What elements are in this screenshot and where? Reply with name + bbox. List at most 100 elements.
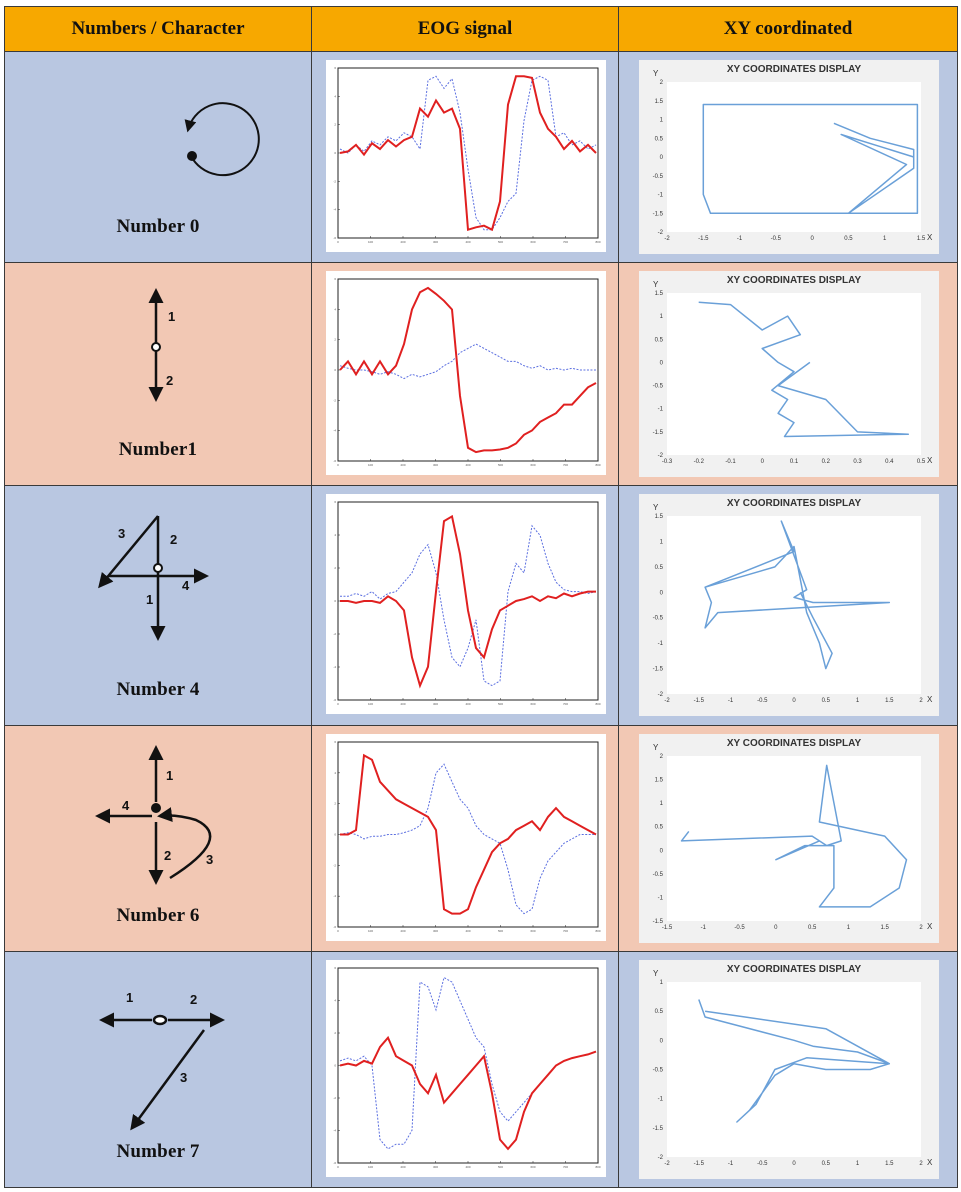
number-label: Number 0: [116, 216, 200, 238]
eog-x-tick: 800: [595, 702, 600, 706]
xy-x-tick: 1: [856, 698, 860, 704]
eog-y-tick: 6: [334, 66, 336, 70]
eog-chart: 0 100 200 300 400 500 600 700 800 6 4 2 0 -2 -4 -6: [333, 66, 601, 244]
xy-y-tick: -2: [658, 1155, 664, 1161]
eog-x-tick: 400: [465, 240, 470, 244]
row-number-0: Number 0 0 100 200 300 400 500 600 700 800 6 4 2 0 -2…: [4, 51, 958, 264]
stroke-number: 3: [206, 852, 213, 867]
stroke-number: 4: [122, 798, 130, 813]
xy-x-tick: -1.5: [662, 925, 673, 931]
xy-y-tick: 0: [660, 591, 664, 597]
xy-x-tick: -1: [728, 698, 734, 704]
eog-y-tick: -6: [333, 1161, 336, 1165]
eog-y-tick: -2: [333, 632, 336, 636]
xy-x-tick: -2: [664, 698, 670, 704]
xy-cell-1: XY COORDINATES DISPLAY Y X -0.3 -0.2 -0.1 0 0.1…: [619, 263, 957, 485]
eog-y-tick: -2: [333, 399, 336, 403]
eog-cell-3: 0 100 200 300 400 500 600 700 800 6 4 2 0 -2 -4 -6: [312, 726, 618, 951]
xy-y-tick: -1.5: [653, 1126, 664, 1132]
xy-y-tick: -2: [658, 692, 664, 698]
eog-y-tick: 0: [334, 151, 336, 155]
eog-y-tick: 6: [334, 277, 336, 281]
eog-x-tick: 800: [595, 463, 600, 467]
stroke-number: 4: [182, 578, 190, 593]
glyph-cell-0: Number 0: [5, 52, 311, 262]
eog-y-tick: 2: [334, 566, 336, 570]
xy-trace: [698, 301, 910, 438]
xy-y-tick: 0.5: [655, 824, 664, 830]
x-axis-label: X: [927, 695, 933, 704]
eog-x-tick: 700: [563, 463, 568, 467]
eog-x-tick: 100: [368, 929, 373, 933]
eog-chart: 0 100 200 300 400 500 600 700 800 6 4 2 0 -2 -4 -6: [333, 277, 601, 467]
stroke-number: 1: [146, 592, 153, 607]
xy-y-tick: 0.5: [655, 136, 664, 142]
xy-y-tick: -1: [658, 895, 664, 901]
eog-axes-frame: [337, 501, 599, 701]
eog-y-tick: 6: [334, 740, 336, 744]
xy-plot-area: [667, 516, 921, 695]
eog-x-tick: 500: [498, 929, 503, 933]
eog-y-tick: 4: [334, 95, 336, 99]
xy-cell-0: XY COORDINATES DISPLAY Y X -2 -1.5 -1 -0.5 0 0.5…: [619, 52, 957, 262]
xy-plot-area: [667, 755, 921, 921]
eog-solid-series: [340, 753, 597, 915]
eog-cell-0: 0 100 200 300 400 500 600 700 800 6 4 2 0 -2 -4 -6: [312, 52, 618, 262]
eog-y-tick: 2: [334, 338, 336, 342]
y-axis-label: Y: [653, 69, 659, 78]
glyph-cell-4: 1 2 3 Number 7: [5, 952, 311, 1187]
eog-x-tick: 600: [530, 463, 535, 467]
stroke-number: 2: [164, 848, 171, 863]
eog-x-tick: 800: [595, 240, 600, 244]
eog-x-tick: 300: [433, 240, 438, 244]
xy-y-tick: -1.5: [653, 430, 664, 436]
xy-x-tick: 0.5: [822, 1161, 831, 1167]
eog-x-tick: 700: [563, 240, 568, 244]
xy-y-tick: 2: [660, 754, 664, 760]
xy-x-tick: 0.5: [808, 925, 817, 931]
xy-y-tick: -1.5: [653, 919, 664, 925]
eog-y-tick: 0: [334, 599, 336, 603]
header-row: Numbers / Character EOG signal XY coordi…: [4, 5, 958, 53]
xy-x-tick: 0: [810, 236, 814, 242]
eog-x-tick: 700: [563, 1165, 568, 1169]
eog-plot: 0 100 200 300 400 500 600 700 800 6 4 2 0 -2 -4 -6: [326, 733, 606, 941]
eog-y-tick: 4: [334, 308, 336, 312]
start-point-icon: [151, 342, 161, 353]
xy-x-tick: -0.5: [771, 236, 782, 242]
stroke-diagram: 1 2 3: [99, 990, 225, 1131]
y-axis-label: Y: [653, 503, 659, 512]
number-label: Number 7: [116, 1141, 200, 1162]
xy-x-tick: 0: [761, 459, 765, 465]
xy-y-tick: 2: [660, 80, 664, 86]
eog-x-tick: 300: [433, 702, 438, 706]
eog-y-tick: 0: [334, 832, 336, 836]
eog-plot: 0 100 200 300 400 500 600 700 800 6 4 2 0 -2 -4 -6: [326, 959, 606, 1177]
xy-trace: [704, 520, 891, 670]
xy-display-panel: XY COORDINATES DISPLAY Y X -2 -1.5 -1 -0.5 0 0.5…: [639, 959, 939, 1179]
eog-x-tick: 100: [368, 1165, 373, 1169]
eog-x-tick: 300: [433, 1165, 438, 1169]
eog-x-tick: 200: [400, 702, 405, 706]
xy-y-tick: -0.5: [653, 616, 664, 622]
eog-x-tick: 200: [400, 463, 405, 467]
eog-x-tick: 600: [530, 929, 535, 933]
eog-solid-series: [339, 1035, 597, 1151]
xy-display-panel: XY COORDINATES DISPLAY Y X -2 -1.5 -1 -0.5 0 0.5…: [639, 60, 939, 255]
xy-x-tick: 1: [847, 925, 851, 931]
eog-y-tick: -2: [333, 1096, 336, 1100]
xy-x-tick: -0.5: [757, 698, 768, 704]
xy-x-tick: -0.1: [725, 459, 736, 465]
xy-x-tick: 1.5: [885, 698, 894, 704]
y-axis-label: Y: [653, 969, 659, 978]
glyph-cell-3: 1 2 3 4 Number 6: [5, 726, 311, 951]
eog-y-tick: 6: [334, 500, 336, 504]
row-number-4: 1 2 3 4 Number 4 0 100 200 300 400 500 600 700 800 6 4…: [4, 485, 958, 726]
eog-dashed-series: [339, 75, 597, 231]
eog-x-tick: 800: [595, 1165, 600, 1169]
xy-plot-area: [667, 981, 921, 1157]
eog-solid-series: [339, 286, 597, 454]
xy-x-tick: -0.5: [757, 1161, 768, 1167]
eog-axes-frame: [337, 278, 599, 462]
eog-dashed-series: [340, 525, 597, 687]
